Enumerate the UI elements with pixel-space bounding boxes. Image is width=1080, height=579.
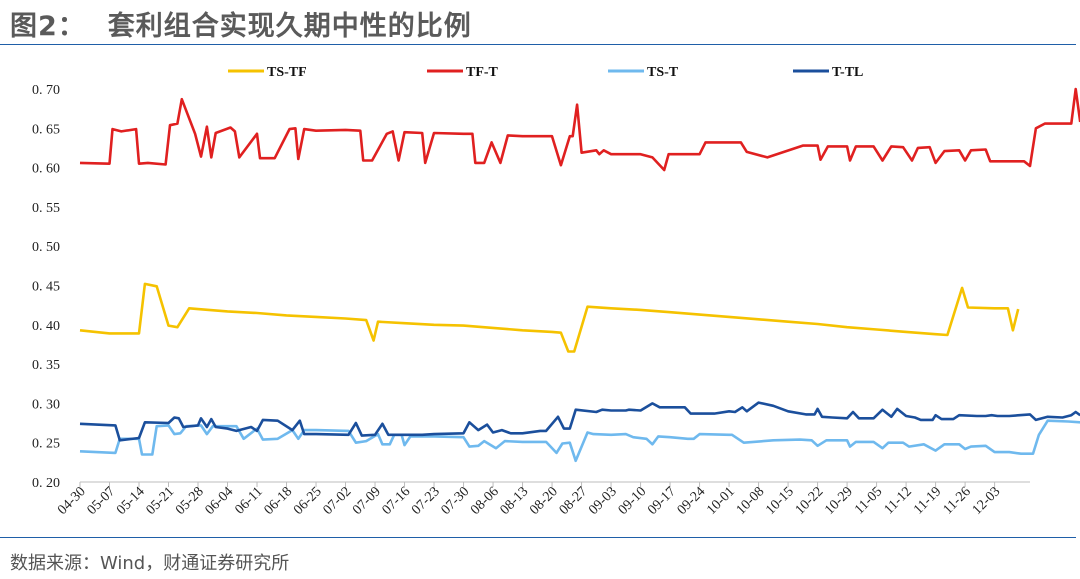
x-tick-label: 10-15	[763, 484, 797, 518]
x-tick-label: 11-05	[852, 484, 885, 517]
x-tick-label: 06-11	[233, 484, 266, 517]
x-tick-label: 07-16	[380, 484, 414, 518]
y-axis: 0. 20 0. 25 0. 30 0. 35 0. 40 0. 45 0. 50 0. 55…	[32, 83, 60, 491]
x-tick-label: 10-08	[734, 484, 768, 518]
x-tick-label: 10-01	[704, 484, 738, 518]
y-tick-label: 0. 65	[32, 122, 60, 137]
x-tick-label: 06-25	[291, 484, 325, 518]
y-tick-label: 0. 45	[32, 280, 60, 295]
series-line-t-tl	[79, 401, 1080, 442]
series-line-ts-t	[79, 419, 1080, 463]
legend-label: TS-TF	[267, 65, 307, 80]
y-tick-label: 0. 25	[32, 437, 60, 452]
figure-title: 图2： 套利组合实现久期中性的比例	[10, 4, 472, 43]
source-divider	[0, 537, 1076, 538]
x-tick-label: 05-14	[114, 484, 148, 518]
y-tick-label: 0. 40	[32, 319, 60, 334]
x-tick-label: 07-23	[409, 484, 443, 518]
legend-label: TS-T	[647, 65, 679, 80]
y-tick-label: 0. 20	[32, 476, 60, 491]
x-tick-label: 05-28	[173, 484, 207, 518]
x-tick-label: 11-12	[882, 484, 915, 517]
x-tick-label: 08-06	[468, 484, 502, 518]
figure-label: 图2：	[10, 11, 86, 42]
y-tick-label: 0. 70	[32, 83, 60, 98]
x-tick-label: 08-27	[557, 484, 591, 518]
series-line-ts-tf	[79, 282, 1020, 353]
source-note: 数据来源：Wind，财通证券研究所	[10, 553, 290, 574]
title-divider	[0, 44, 1076, 45]
legend-item-t-tl: T-TL	[793, 65, 863, 80]
x-tick-label: 11-26	[941, 484, 974, 517]
legend-item-ts-tf: TS-TF	[228, 65, 307, 80]
x-tick-label: 07-30	[439, 484, 473, 518]
legend-label: TF-T	[466, 65, 499, 80]
x-tick-label: 05-21	[144, 484, 178, 518]
x-tick-label: 08-13	[498, 484, 532, 518]
x-tick-label: 10-22	[793, 484, 827, 518]
x-tick-label: 07-09	[350, 484, 384, 518]
x-tick-label: 04-30	[55, 484, 89, 518]
y-tick-label: 0. 55	[32, 201, 60, 216]
x-tick-label: 09-24	[675, 484, 709, 518]
x-axis: 04-3005-0705-1405-2105-2806-0406-1106-18…	[55, 481, 1030, 518]
y-tick-label: 0. 60	[32, 162, 60, 177]
chart-legend: TS-TF TF-T TS-T T-TL	[228, 65, 863, 80]
y-tick-label: 0. 35	[32, 358, 60, 373]
y-tick-label: 0. 50	[32, 240, 60, 255]
legend-item-tf-t: TF-T	[427, 65, 499, 80]
x-tick-label: 06-18	[262, 484, 296, 518]
x-tick-label: 07-02	[321, 484, 355, 518]
x-tick-label: 09-03	[586, 484, 620, 518]
line-chart: TS-TF TF-T TS-T T-TL 0. 200. 250. 300. 350.…	[32, 65, 1080, 518]
x-tick-label: 08-20	[527, 484, 561, 518]
y-tick-label: 0. 30	[32, 397, 60, 412]
chart-series	[79, 87, 1080, 463]
x-tick-label: 12-03	[970, 484, 1004, 518]
x-tick-label: 09-10	[616, 484, 650, 518]
x-tick-label: 10-29	[822, 484, 856, 518]
x-tick-label: 11-19	[911, 484, 944, 517]
legend-label: T-TL	[832, 65, 863, 80]
x-tick-label: 09-17	[645, 484, 679, 518]
figure-title-text: 套利组合实现久期中性的比例	[107, 11, 472, 42]
x-tick-label: 05-07	[85, 484, 119, 518]
x-tick-label: 06-04	[203, 484, 237, 518]
series-line-tf-t	[79, 87, 1080, 172]
legend-item-ts-t: TS-T	[608, 65, 679, 80]
